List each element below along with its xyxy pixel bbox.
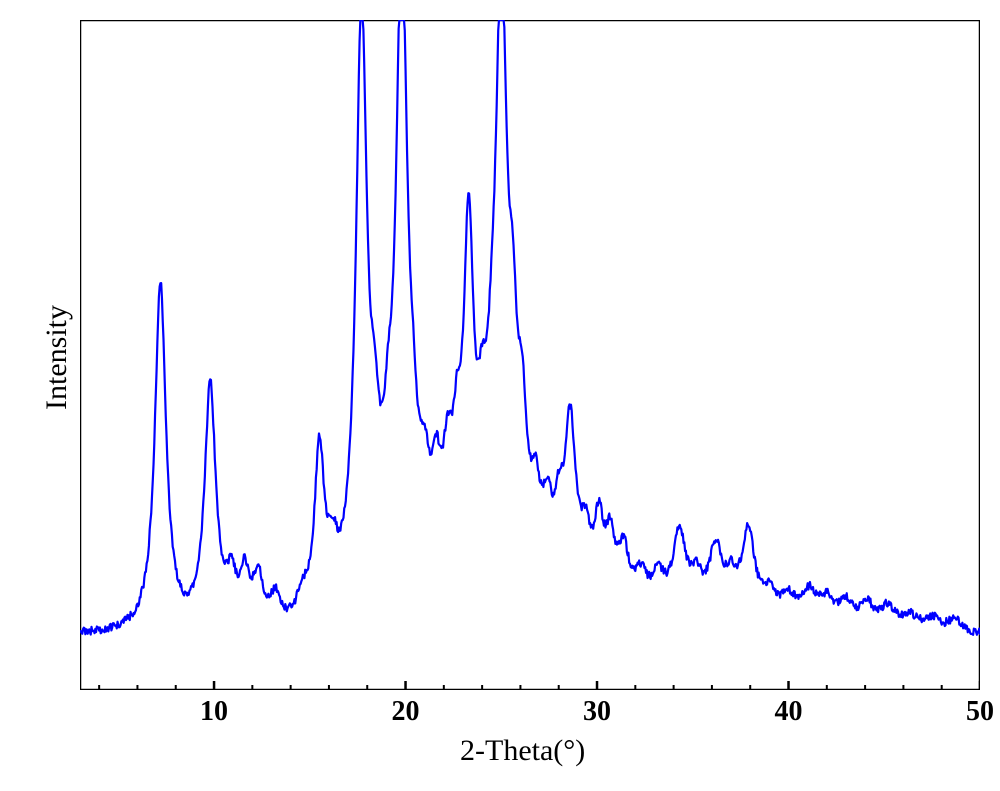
- plot-area: [80, 20, 980, 690]
- plot-svg: [80, 20, 980, 690]
- x-axis-label: 2-Theta(°): [460, 734, 585, 768]
- x-tick-label: 50: [950, 696, 1000, 728]
- x-tick-label: 40: [759, 696, 819, 728]
- axis-frame: [80, 20, 980, 690]
- y-axis-label: Intensity: [40, 305, 74, 410]
- x-tick-label: 10: [184, 696, 244, 728]
- x-tick-label: 30: [567, 696, 627, 728]
- x-tick-label: 20: [376, 696, 436, 728]
- xrd-figure: Intensity 2-Theta(°) 10 20 30 40 50: [0, 0, 1000, 791]
